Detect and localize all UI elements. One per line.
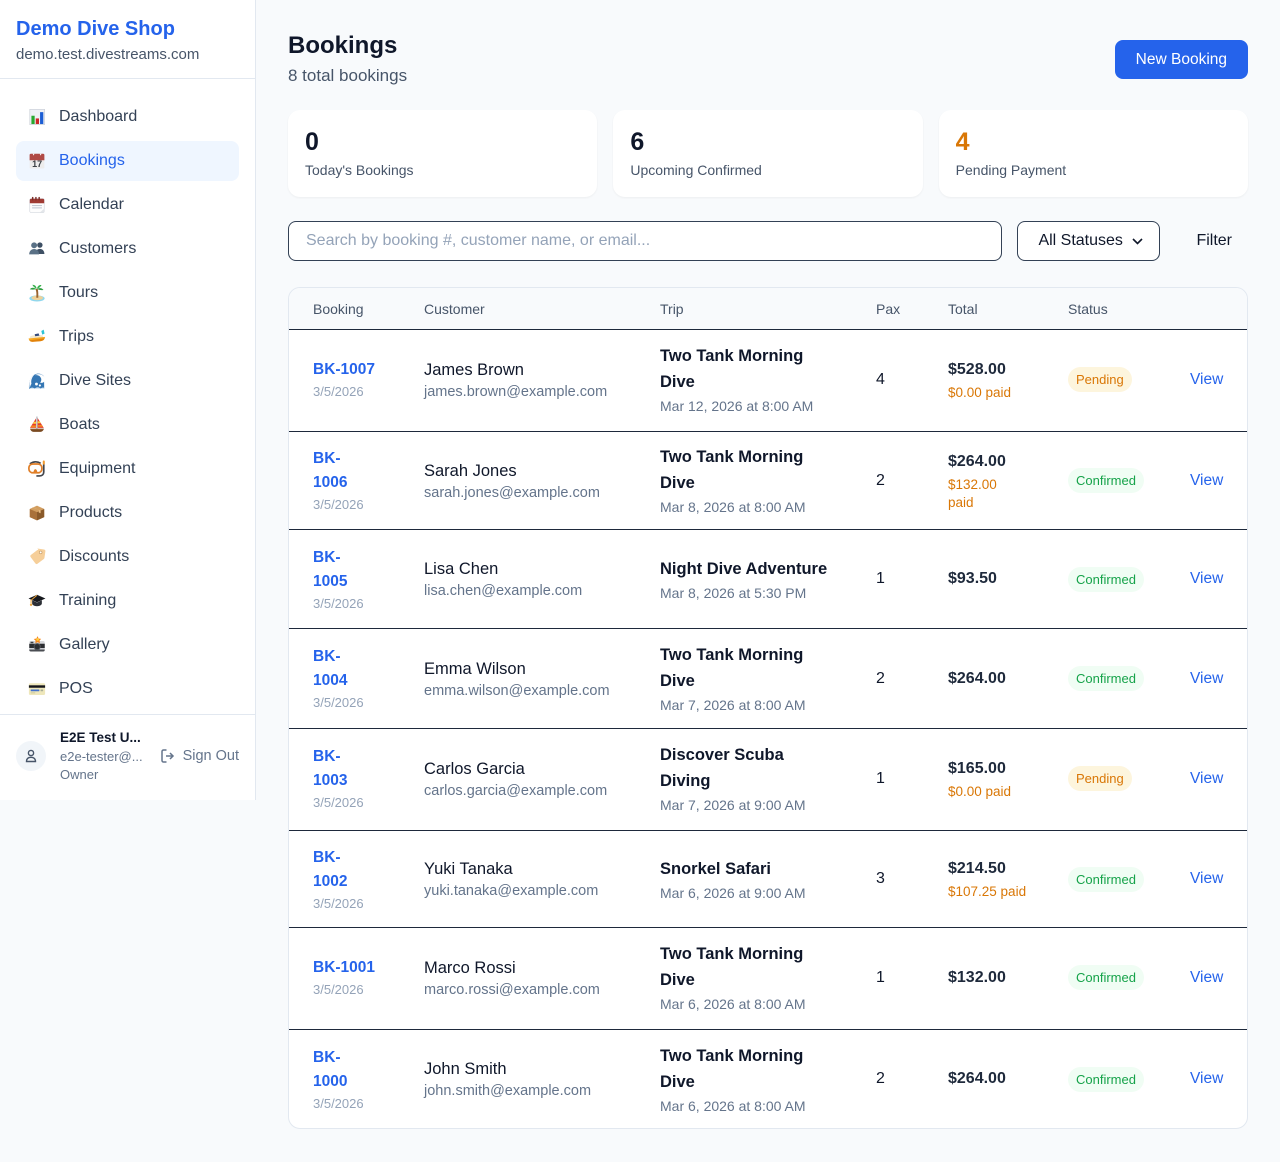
svg-text:17: 17 xyxy=(32,159,42,169)
